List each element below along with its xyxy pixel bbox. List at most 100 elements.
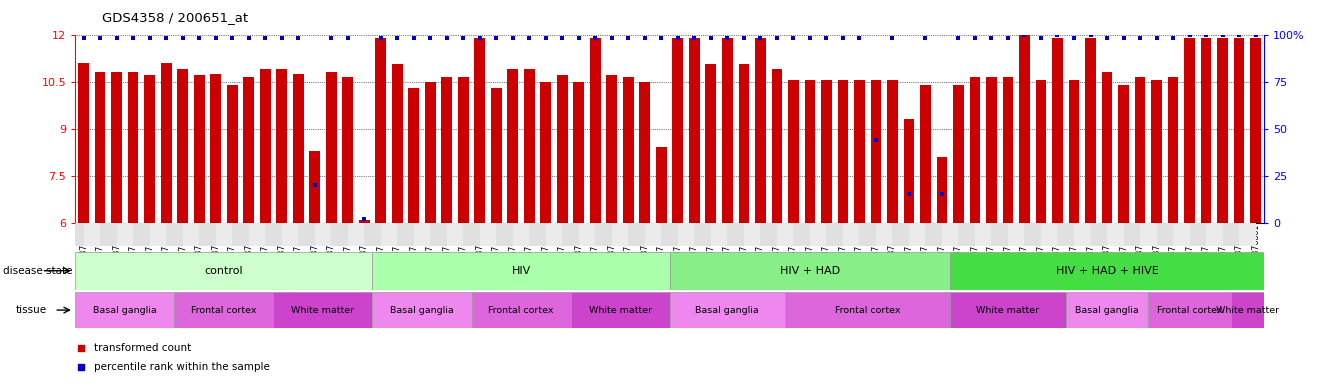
Bar <box>430 223 447 246</box>
Point <box>255 35 276 41</box>
Bar <box>475 38 485 223</box>
Bar <box>628 223 645 246</box>
Point <box>238 35 259 41</box>
Bar <box>590 38 600 223</box>
Bar <box>1218 38 1228 223</box>
Bar <box>777 223 793 246</box>
Bar <box>391 65 403 223</box>
Bar <box>1251 38 1261 223</box>
Text: transformed count: transformed count <box>94 343 192 354</box>
Point <box>750 35 771 41</box>
Bar <box>1167 77 1178 223</box>
Bar <box>838 80 849 223</box>
Point <box>1080 31 1101 38</box>
Bar <box>1239 223 1256 246</box>
Point <box>783 35 804 41</box>
Point <box>189 35 210 41</box>
Point <box>1030 35 1051 41</box>
Point <box>485 35 506 41</box>
Bar <box>529 223 546 246</box>
Point <box>800 35 821 41</box>
Bar <box>309 151 320 223</box>
Text: White matter: White matter <box>291 306 354 314</box>
Bar <box>1173 223 1190 246</box>
Point <box>139 35 160 41</box>
Bar <box>266 223 282 246</box>
Bar <box>920 85 931 223</box>
Bar <box>1185 38 1195 223</box>
Bar <box>100 223 116 246</box>
Text: HIV + HAD + HIVE: HIV + HAD + HIVE <box>1056 266 1158 276</box>
Point <box>337 35 358 41</box>
Bar <box>342 77 353 223</box>
Point <box>1113 35 1134 41</box>
Bar <box>669 292 785 328</box>
Bar <box>760 223 777 246</box>
Bar <box>315 223 332 246</box>
Bar <box>562 223 579 246</box>
Bar <box>892 223 910 246</box>
Point <box>683 35 705 41</box>
Bar <box>810 223 826 246</box>
Bar <box>689 38 699 223</box>
Bar <box>755 38 765 223</box>
Bar <box>673 38 683 223</box>
Text: White matter: White matter <box>1216 306 1278 314</box>
Bar <box>640 82 650 223</box>
Point <box>1146 35 1167 41</box>
Bar <box>969 77 981 223</box>
Bar <box>177 69 188 223</box>
Point <box>767 35 788 41</box>
Point <box>1162 35 1183 41</box>
Point <box>668 35 689 41</box>
Bar <box>623 77 633 223</box>
Bar <box>424 82 436 223</box>
Bar <box>739 65 750 223</box>
Point <box>568 35 590 41</box>
Bar <box>1231 292 1264 328</box>
Bar <box>772 69 783 223</box>
Bar <box>1206 223 1223 246</box>
Bar <box>215 223 233 246</box>
Text: control: control <box>205 266 243 276</box>
Text: Basal ganglia: Basal ganglia <box>695 306 759 314</box>
Bar <box>645 223 661 246</box>
Point <box>469 35 490 41</box>
Point <box>370 68 391 74</box>
Bar <box>373 252 669 290</box>
Bar <box>793 223 810 246</box>
Point <box>156 35 177 41</box>
Point <box>1228 31 1249 38</box>
Bar <box>612 223 628 246</box>
Bar <box>986 77 997 223</box>
Bar <box>669 252 951 290</box>
Bar <box>788 80 798 223</box>
Text: Basal ganglia: Basal ganglia <box>390 306 453 314</box>
Point <box>205 35 226 41</box>
Bar <box>210 74 221 223</box>
Bar <box>373 292 472 328</box>
Bar <box>1052 38 1063 223</box>
Bar <box>134 223 149 246</box>
Bar <box>1200 38 1211 223</box>
Bar <box>276 69 287 223</box>
Text: Frontal cortex: Frontal cortex <box>1157 306 1223 314</box>
Bar <box>826 223 843 246</box>
Bar <box>332 223 348 246</box>
Bar <box>871 80 882 223</box>
Point <box>584 35 605 41</box>
Point <box>551 35 572 41</box>
Text: GDS4358 / 200651_at: GDS4358 / 200651_at <box>102 12 249 25</box>
Bar <box>943 223 958 246</box>
Point <box>370 241 391 247</box>
Text: percentile rank within the sample: percentile rank within the sample <box>94 362 270 372</box>
Bar <box>936 157 948 223</box>
Bar <box>951 252 1264 290</box>
Bar <box>992 223 1007 246</box>
Point <box>436 35 457 41</box>
Bar <box>574 82 584 223</box>
Bar <box>541 82 551 223</box>
Point <box>106 35 127 41</box>
Bar <box>571 292 669 328</box>
Point <box>403 35 424 41</box>
